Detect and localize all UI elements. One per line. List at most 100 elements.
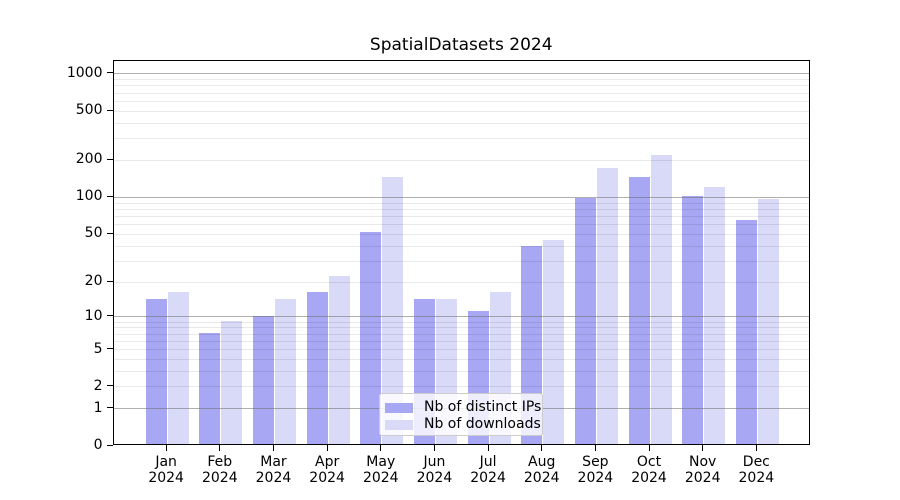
bar-ips-jan xyxy=(145,299,167,444)
gridline-minor-400 xyxy=(113,122,809,124)
y-tick-mark-50 xyxy=(106,232,113,234)
y-tick-label-200: 200 xyxy=(75,151,103,168)
x-tick-mark-jun xyxy=(433,445,435,451)
gridline-minor-700 xyxy=(113,92,809,94)
y-tick-mark-1 xyxy=(106,407,113,409)
gridline-minor-20 xyxy=(113,281,809,283)
gridline-minor-2 xyxy=(113,386,809,388)
legend-swatch-downloads xyxy=(385,419,413,430)
gridline-minor-600 xyxy=(113,100,809,102)
gridline-major-100 xyxy=(113,196,809,198)
gridline-minor-500 xyxy=(113,110,809,112)
bar-ips-apr xyxy=(306,292,328,444)
legend-swatch-distinct-ips xyxy=(385,402,413,413)
bar-downloads-jan xyxy=(167,292,189,444)
bar-downloads-mar xyxy=(274,299,296,444)
legend-item-downloads: Nb of downloads xyxy=(385,416,541,433)
x-tick-mark-mar xyxy=(272,445,274,451)
x-tick-mark-dec xyxy=(755,445,757,451)
bar-ips-oct xyxy=(628,177,650,444)
x-tick-mark-feb xyxy=(219,445,221,451)
y-tick-mark-5 xyxy=(106,348,113,349)
x-tick-mark-jul xyxy=(487,445,489,451)
gridline-minor-900 xyxy=(113,79,809,81)
bar-downloads-oct xyxy=(650,154,672,444)
legend-label: Nb of downloads xyxy=(424,416,541,432)
gridline-minor-6 xyxy=(113,340,809,342)
bar-downloads-aug xyxy=(543,240,565,444)
y-tick-label-2: 2 xyxy=(93,377,103,394)
chart-title: SpatialDatasets 2024 xyxy=(369,35,553,55)
y-tick-mark-20 xyxy=(106,280,113,282)
y-tick-mark-100 xyxy=(106,195,113,197)
x-tick-label-jan: Jan 2024 xyxy=(148,454,184,486)
gridline-minor-800 xyxy=(113,85,809,87)
x-tick-label-may: May 2024 xyxy=(362,454,399,486)
legend-label: Nb of distinct IPs xyxy=(424,399,542,415)
gridline-minor-8 xyxy=(113,327,809,329)
y-tick-mark-1000 xyxy=(106,72,113,74)
gridline-minor-30 xyxy=(113,260,809,262)
gridline-minor-60 xyxy=(113,224,809,226)
x-tick-label-nov: Nov 2024 xyxy=(684,454,721,486)
y-tick-label-5: 5 xyxy=(93,340,103,357)
bar-downloads-apr xyxy=(328,276,350,444)
x-tick-label-feb: Feb 2024 xyxy=(201,454,238,486)
y-tick-label-20: 20 xyxy=(84,273,103,290)
y-tick-label-1000: 1000 xyxy=(66,64,103,81)
y-tick-label-10: 10 xyxy=(84,307,103,324)
gridline-minor-70 xyxy=(113,215,809,217)
x-tick-mark-oct xyxy=(648,445,650,451)
gridline-minor-7 xyxy=(113,333,809,335)
grid-layer xyxy=(113,61,809,444)
gridline-minor-50 xyxy=(113,233,809,235)
x-tick-label-dec: Dec 2024 xyxy=(738,454,775,486)
bar-downloads-nov xyxy=(704,186,726,444)
legend: Nb of distinct IPs Nb of downloads xyxy=(379,393,543,436)
plot-area xyxy=(112,60,810,445)
bar-downloads-may xyxy=(382,176,404,444)
bar-downloads-sep xyxy=(596,168,618,444)
x-tick-mark-may xyxy=(380,445,382,451)
y-tick-label-500: 500 xyxy=(75,102,103,119)
x-tick-label-jun: Jun 2024 xyxy=(416,454,453,486)
x-tick-label-sep: Sep 2024 xyxy=(577,454,614,486)
gridline-minor-90 xyxy=(113,202,809,204)
y-tick-mark-0 xyxy=(106,444,113,446)
gridline-minor-5 xyxy=(113,349,809,350)
bar-ips-may xyxy=(360,232,382,444)
y-tick-mark-200 xyxy=(106,158,113,160)
gridline-minor-300 xyxy=(113,138,809,140)
x-tick-label-apr: Apr 2024 xyxy=(309,454,345,486)
bar-ips-feb xyxy=(199,333,221,444)
gridline-minor-3 xyxy=(113,370,809,372)
bar-ips-nov xyxy=(682,196,704,444)
x-tick-mark-sep xyxy=(594,445,596,451)
gridline-major-10 xyxy=(113,316,809,318)
x-tick-mark-apr xyxy=(326,445,328,451)
y-tick-mark-500 xyxy=(106,109,113,111)
x-tick-label-mar: Mar 2024 xyxy=(255,454,292,486)
bar-downloads-feb xyxy=(221,321,243,444)
x-tick-label-jul: Jul 2024 xyxy=(470,454,506,486)
bar-ips-sep xyxy=(574,198,596,444)
gridline-minor-80 xyxy=(113,208,809,210)
y-tick-label-0: 0 xyxy=(93,437,103,453)
bar-ips-dec xyxy=(735,220,757,444)
x-tick-mark-nov xyxy=(702,445,704,451)
y-tick-mark-10 xyxy=(106,315,113,317)
y-tick-label-100: 100 xyxy=(75,188,103,205)
bar-downloads-dec xyxy=(757,198,779,444)
y-tick-label-1: 1 xyxy=(93,399,103,416)
legend-item-distinct-ips: Nb of distinct IPs xyxy=(385,399,541,416)
x-tick-label-aug: Aug 2024 xyxy=(523,454,560,486)
x-tick-label-oct: Oct 2024 xyxy=(631,454,667,486)
gridline-minor-200 xyxy=(113,159,809,161)
gridline-minor-40 xyxy=(113,245,809,247)
gridline-major-1000 xyxy=(113,73,809,75)
y-tick-label-50: 50 xyxy=(84,225,103,242)
gridline-minor-4 xyxy=(113,358,809,360)
bar-ips-mar xyxy=(252,315,274,444)
gridline-minor-9 xyxy=(113,321,809,323)
